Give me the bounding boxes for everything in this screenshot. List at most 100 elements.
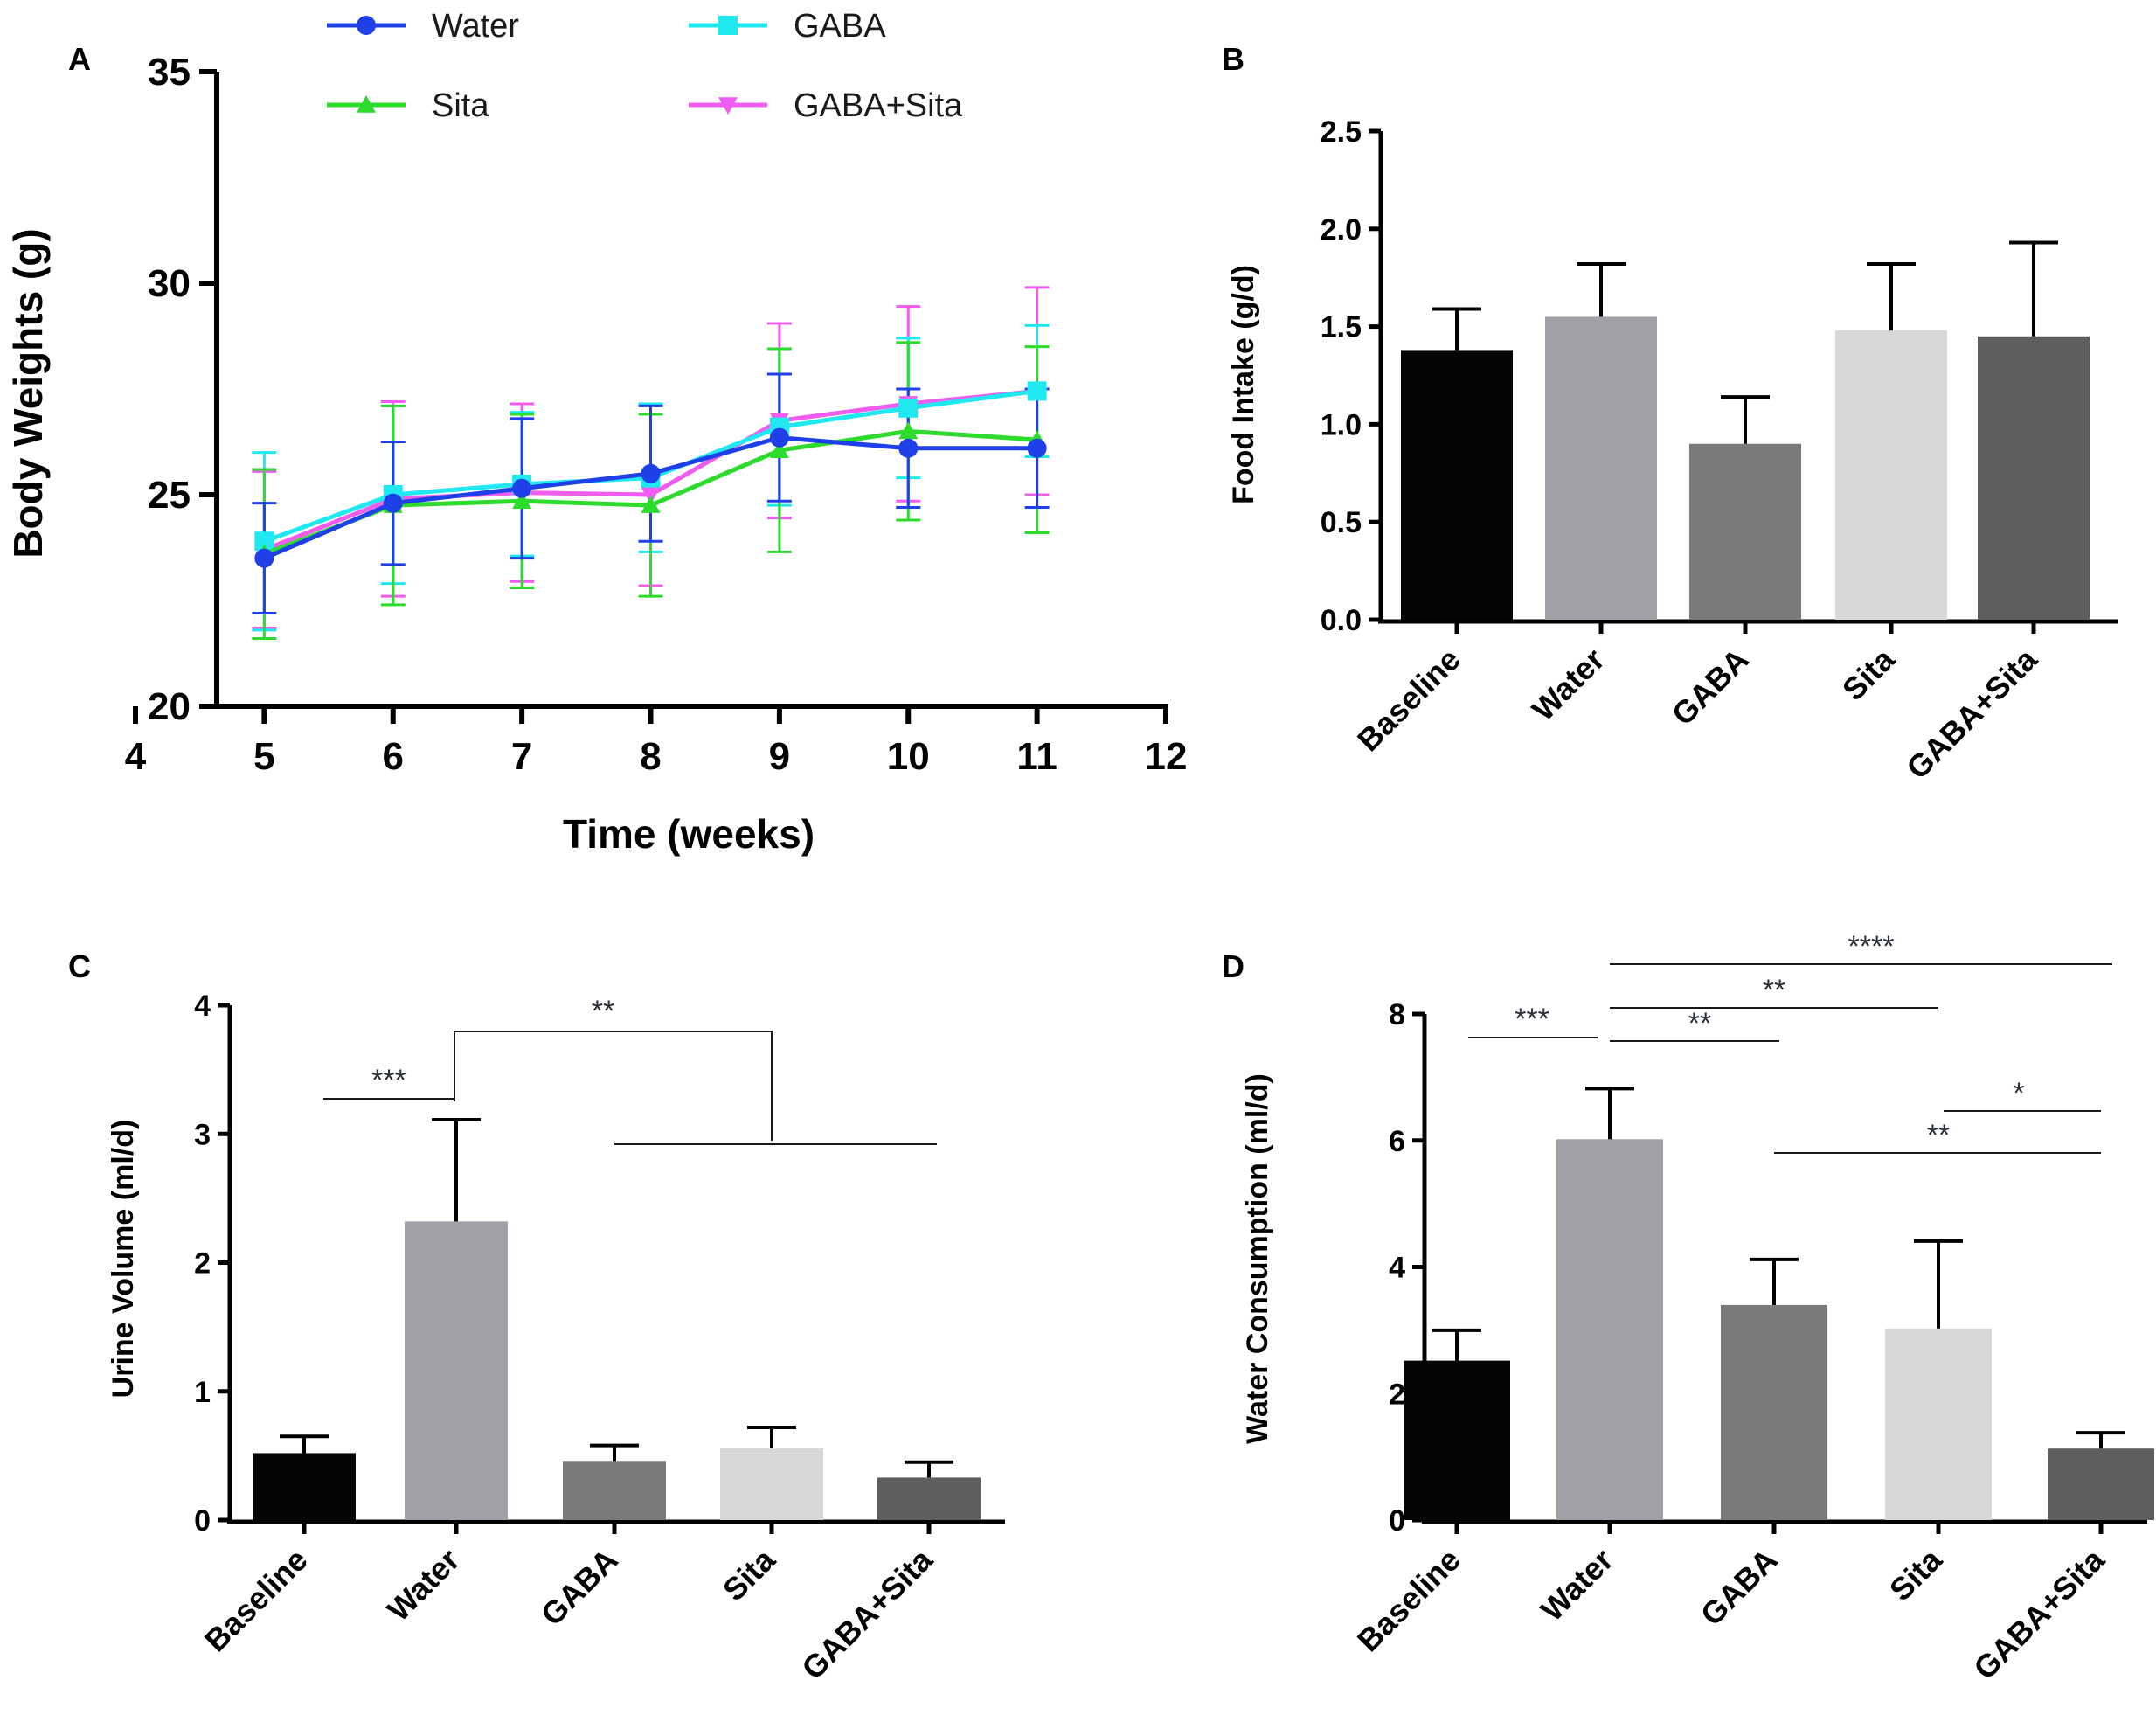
significance-c: *** **: [323, 995, 937, 1145]
x-tick-label-gaba: GABA: [534, 1542, 625, 1633]
x-axis-label-a: Time (weeks): [563, 811, 815, 857]
sig-label-water-treatments: **: [592, 995, 614, 1028]
x-tick-label-a: 5: [253, 735, 274, 778]
bar-gaba: [1689, 443, 1801, 620]
legend-marker-sita: [357, 95, 376, 113]
y-ticks-c: 0 1 2 3 4: [194, 989, 230, 1538]
data-point-water: [383, 493, 403, 513]
data-point-gaba: [1027, 381, 1047, 401]
y-ticks-a: 20 25 30 35: [148, 51, 217, 728]
x-tick-label-a: 4: [125, 735, 147, 778]
sig-label-baseline-water-d: ***: [1515, 1003, 1549, 1036]
x-tick-label-gaba-sita: GABA+Sita: [794, 1541, 939, 1686]
panel-b: B 0.0 0.5 1.0 1.5 2.0 2.5 Baseline Water GABA Si…: [1222, 41, 2118, 786]
data-point-water: [254, 548, 274, 568]
x-tick-label-water: Water: [1525, 642, 1612, 728]
y-tick-label: 0: [1389, 1504, 1405, 1538]
data-point-sita: [641, 496, 661, 513]
data-point-sita: [769, 441, 789, 458]
bar-baseline: [1404, 1360, 1510, 1520]
y-tick-label: 0.0: [1321, 604, 1362, 637]
y-axis-label-c: Urine Volume (ml/d): [107, 1120, 140, 1399]
legend-label-water: Water: [432, 8, 519, 45]
data-point-gaba: [898, 398, 919, 418]
y-tick-label: 2: [1389, 1378, 1405, 1411]
bar-sita: [1885, 1328, 1992, 1520]
legend-a: Water Sita GABA GABA+Sita: [327, 8, 963, 124]
bar-water: [405, 1221, 508, 1520]
bars-c: [253, 1118, 981, 1520]
bar-gaba: [1721, 1304, 1827, 1520]
y-tick-label: 4: [194, 989, 211, 1023]
y-tick-label: 1.0: [1321, 408, 1362, 441]
legend-marker-gaba: [718, 16, 738, 35]
x-tick-label-a: 11: [1016, 735, 1057, 778]
y-axis-label-d: Water Consumption (ml/d): [1241, 1073, 1274, 1444]
x-tick-label-a: 12: [1145, 735, 1188, 778]
legend-label-gaba-sita: GABA+Sita: [794, 87, 963, 124]
x-ticks-d: Baseline Water GABA Sita GABA+Sita: [1350, 1520, 2111, 1686]
x-tick-label-water: Water: [380, 1542, 467, 1628]
sig-label-water-gabasita: ****: [1848, 930, 1895, 963]
panel-c-letter: C: [68, 948, 91, 984]
x-tick-label-sita: Sita: [716, 1541, 782, 1607]
x-tick-label-gaba: GABA: [1665, 642, 1756, 733]
bars-d: [1404, 1087, 2154, 1520]
x-tick-label-sita: Sita: [1882, 1541, 1949, 1607]
bar-sita: [1835, 330, 1947, 620]
panel-c: C 0 1 2 3 4 Baseline Water GABA Sita GABA+Sita *…: [68, 948, 1005, 1686]
legend-label-gaba: GABA: [794, 8, 886, 45]
y-tick-label-a: 25: [148, 474, 191, 517]
sig-label-gaba-gabasita: **: [1927, 1119, 1950, 1152]
y-tick-label: 8: [1389, 998, 1405, 1031]
data-point-water: [641, 463, 661, 483]
y-tick-label: 6: [1389, 1125, 1405, 1158]
y-tick-label-a: 20: [148, 685, 191, 728]
y-tick-label: 4: [1389, 1252, 1405, 1285]
data-point-sita: [512, 491, 532, 510]
bar-gaba-sita: [877, 1477, 981, 1520]
y-ticks-b: 0.0 0.5 1.0 1.5 2.0 2.5: [1321, 115, 1381, 637]
x-tick-label-a: 9: [769, 735, 790, 778]
y-tick-label: 1.5: [1321, 311, 1362, 344]
plot-area-a: [252, 286, 1050, 641]
x-tick-label-water: Water: [1534, 1542, 1620, 1628]
bar-baseline: [253, 1453, 356, 1520]
x-tick-label-gaba-sita: GABA+Sita: [1899, 641, 2044, 786]
y-tick-label: 0: [194, 1504, 211, 1538]
data-point-water: [1027, 438, 1047, 458]
bar-gaba: [563, 1461, 666, 1520]
bar-water: [1545, 316, 1657, 620]
data-point-water: [898, 438, 919, 458]
x-tick-label-a: 8: [640, 735, 661, 778]
x-tick-label-baseline: Baseline: [198, 1542, 315, 1659]
panel-a-letter: A: [68, 41, 91, 77]
y-tick-label: 2.0: [1321, 213, 1362, 246]
x-tick-label-baseline: Baseline: [1350, 1542, 1467, 1659]
x-tick-label-sita: Sita: [1835, 641, 1902, 707]
bar-baseline: [1401, 350, 1513, 620]
x-tick-label-gaba: GABA: [1694, 1542, 1785, 1633]
y-axis-label-b: Food Intake (g/d): [1227, 265, 1260, 504]
bar-gaba-sita: [1978, 336, 2090, 620]
y-tick-label: 0.5: [1321, 506, 1362, 539]
sig-label-water-sita: **: [1763, 974, 1785, 1007]
y-tick-label-a: 35: [148, 51, 191, 94]
panel-a: A Water Sita GABA GABA+Sita 20 25 30 35 4 5 6 7 8 9…: [5, 8, 1187, 857]
panel-b-letter: B: [1222, 41, 1244, 77]
y-tick-label: 2: [194, 1247, 211, 1281]
significance-d: *** ** ** **** * **: [1468, 930, 2112, 1154]
x-tick-label-baseline: Baseline: [1350, 642, 1467, 759]
legend-marker-gaba-sita: [718, 97, 738, 115]
sig-label-water-gaba: **: [1688, 1007, 1711, 1040]
data-point-water: [512, 478, 532, 498]
x-tick-label-gaba-sita: GABA+Sita: [1966, 1541, 2111, 1686]
bar-water: [1556, 1139, 1663, 1520]
x-tick-label-a: 10: [887, 735, 930, 778]
bars-b: [1401, 240, 2090, 620]
x-tick-label-a: 7: [511, 735, 532, 778]
y-ticks-d: 0 2 4 6 8: [1389, 998, 1425, 1538]
y-axis-label-a: Body Weights (g): [5, 228, 51, 558]
sig-bracket-water-treatments: [454, 1031, 773, 1141]
